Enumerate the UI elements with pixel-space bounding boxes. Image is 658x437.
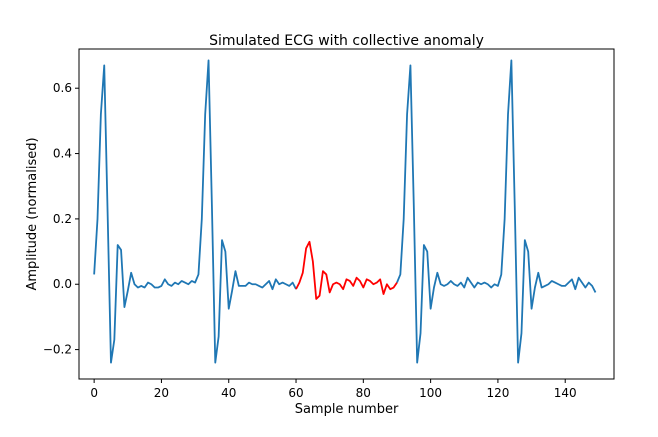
x-axis-label: Sample number	[295, 402, 399, 417]
x-tick-label: 80	[356, 386, 371, 400]
ecg-line-normal-2	[396, 59, 597, 364]
plot-marks	[93, 59, 597, 364]
chart-title: Simulated ECG with collective anomaly	[209, 33, 484, 49]
y-tick-label: 0.4	[53, 147, 72, 161]
x-tick-label: 40	[221, 386, 236, 400]
y-tick-label: −0.2	[43, 343, 72, 357]
x-tick-label: 60	[288, 386, 303, 400]
y-tick-label: 0.0	[53, 277, 72, 291]
ecg-line-normal-1	[93, 59, 297, 364]
y-axis-label: Amplitude (normalised)	[25, 137, 40, 290]
y-axis-ticks: −0.2 0.0 0.2 0.4 0.6	[43, 81, 79, 357]
x-tick-label: 120	[486, 386, 509, 400]
x-tick-label: 0	[90, 386, 98, 400]
x-tick-label: 140	[554, 386, 577, 400]
plot-frame	[78, 48, 615, 380]
x-axis-ticks: 0 20 40 60 80 100 120 140	[90, 379, 577, 400]
y-tick-label: 0.2	[53, 212, 72, 226]
ecg-line-anomaly	[295, 240, 398, 300]
y-tick-label: 0.6	[53, 81, 72, 95]
x-tick-label: 100	[419, 386, 442, 400]
x-tick-label: 20	[154, 386, 169, 400]
